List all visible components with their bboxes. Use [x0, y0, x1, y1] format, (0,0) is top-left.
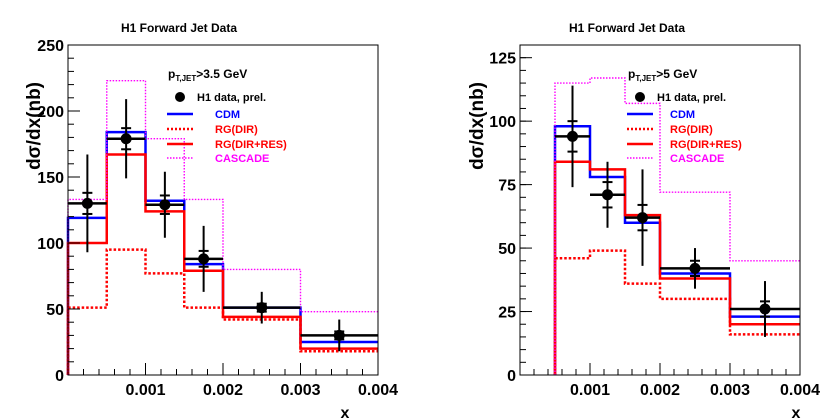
x-tick-label: 0.003 [710, 382, 750, 399]
data-point-left [300, 319, 378, 352]
series-rg-dir-res--left [66, 153, 378, 375]
legend-label-data-left: H1 data, prel. [197, 92, 266, 104]
data-marker [689, 262, 701, 274]
legend-left: H1 data, prel. CDM RG(DIR) RG(DIR+RES) C… [167, 92, 287, 165]
series-cascade-left [67, 79, 378, 375]
legend-label-rgdir-left: RG(DIR) [215, 124, 258, 136]
data-marker [567, 130, 578, 142]
data-point-left [68, 154, 107, 253]
data-marker [333, 329, 345, 341]
panel-left: H1 Forward Jet Data dσ/dx(nb) x 0 50 100 15… [24, 21, 398, 420]
x-tick-label: 0.001 [125, 382, 165, 399]
data-point-left [184, 225, 223, 292]
chart-title-right: H1 Forward Jet Data [569, 21, 685, 35]
y-tick-label: 100 [37, 236, 64, 253]
series-rg-dir-res--right [553, 160, 800, 375]
y-tick-label: 0 [507, 368, 516, 385]
legend-label-rgdirres-left: RG(DIR+RES) [215, 139, 287, 151]
data-point-left [223, 291, 301, 324]
x-axis-label-left: x [341, 405, 350, 420]
x-tick-label: 0.003 [280, 382, 320, 399]
legend-label-cascade-left: CASCADE [215, 153, 269, 165]
x-tick-label: 0.001 [570, 382, 610, 399]
data-marker [120, 133, 132, 145]
y-tick-label: 100 [489, 114, 516, 131]
y-tick-label: 25 [498, 305, 516, 322]
plot-area-left: 0 50 100 150 200 250 0.001 0.002 0.003 0.004 [37, 38, 398, 399]
legend-label-cdm-left: CDM [215, 109, 240, 121]
y-tick-label: 125 [489, 51, 516, 68]
legend-marker-data-left [175, 92, 185, 102]
data-point-left [145, 171, 185, 238]
x-tick-label: 0.002 [640, 382, 680, 399]
data-point-right [590, 161, 625, 228]
data-point-right [730, 281, 800, 337]
legend-label-rgdir-right: RG(DIR) [670, 124, 713, 136]
legend-right: H1 data, prel. CDM RG(DIR) RG(DIR+RES) C… [627, 92, 742, 165]
x-tick-label: 0.004 [780, 382, 820, 399]
legend-label-cascade-right: CASCADE [670, 153, 724, 165]
x-axis-label-right: x [792, 405, 801, 420]
series-cascade-right [554, 77, 800, 375]
y-axis-label-right: dσ/dx(nb) [467, 82, 488, 170]
x-tick-label: 0.004 [358, 382, 398, 399]
data-marker [159, 199, 171, 211]
chart-title-left: H1 Forward Jet Data [121, 21, 237, 35]
y-tick-label: 200 [37, 104, 64, 121]
y-tick-label: 0 [55, 368, 64, 385]
data-marker [602, 189, 613, 201]
annotation-right: pT,JET>5 GeV [628, 67, 697, 83]
panel-right: H1 Forward Jet Data dσ/dx(nb) x 0 25 50 75 1… [467, 21, 820, 420]
y-tick-label: 150 [37, 170, 64, 187]
legend-label-rgdirres-right: RG(DIR+RES) [670, 139, 742, 151]
y-tick-label: 75 [498, 178, 516, 195]
series-rg-dir--right [553, 249, 800, 375]
legend-marker-data-right [635, 92, 645, 102]
y-tick-label: 50 [498, 241, 516, 258]
legend-label-data-right: H1 data, prel. [657, 92, 726, 104]
data-point-right [625, 169, 660, 266]
data-marker [81, 197, 93, 209]
data-marker [256, 302, 268, 314]
data-point-right [660, 248, 730, 289]
data-marker [198, 253, 210, 265]
plot-area-right: 0 25 50 75 100 125 0.001 0.002 0.003 0.004 [489, 44, 820, 399]
data-point-left [106, 99, 146, 179]
legend-label-cdm-right: CDM [670, 109, 695, 121]
data-point-right [555, 85, 590, 188]
y-tick-label: 50 [46, 302, 64, 319]
y-axis-label-left: dσ/dx(nb) [24, 82, 45, 170]
y-tick-label: 250 [37, 38, 64, 55]
data-marker [759, 303, 771, 315]
x-tick-label: 0.002 [203, 382, 243, 399]
data-marker [637, 212, 648, 224]
annotation-left: pT,JET>3.5 GeV [168, 67, 247, 83]
